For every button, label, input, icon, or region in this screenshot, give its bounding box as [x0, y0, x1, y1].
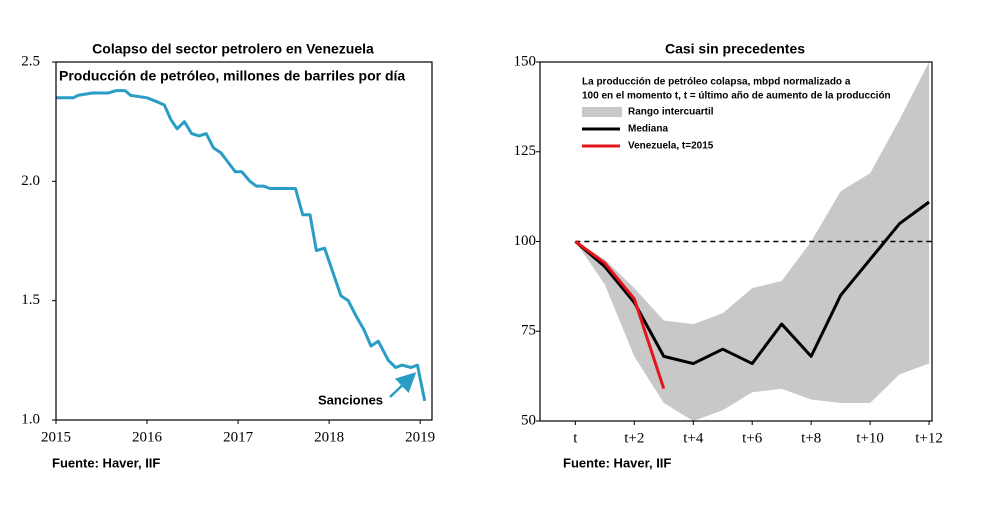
plot-frame — [55, 61, 433, 421]
legend-label: Venezuela, t=2015 — [628, 141, 714, 152]
y-tick-label: 1.0 — [21, 411, 40, 427]
band — [575, 62, 930, 421]
x-tick-label: t+12 — [915, 430, 943, 446]
legend-label: Mediana — [628, 124, 668, 135]
x-tick-label: t+10 — [856, 430, 884, 446]
line — [574, 240, 666, 390]
annotation: Sanciones — [318, 392, 383, 407]
y-tick-label: 125 — [514, 143, 537, 159]
x-tick-label: 2017 — [223, 429, 254, 445]
line — [56, 89, 427, 402]
y-tick-label: 150 — [514, 53, 537, 69]
x-tick-label: t+6 — [742, 430, 763, 446]
y-tick-label: 75 — [521, 323, 536, 339]
legend-label: Rango intercuartil — [628, 107, 714, 118]
subtitle: Producción de petróleo, millones de barr… — [59, 68, 405, 84]
y-tick-label: 50 — [521, 412, 536, 428]
x-tick-label: 2018 — [314, 429, 344, 445]
y-tick-label: 100 — [514, 233, 537, 249]
x-tick-label: t+8 — [801, 430, 821, 446]
legend-swatch — [582, 107, 622, 117]
y-tick-label: 2.5 — [21, 53, 40, 69]
chart-title: Colapso del sector petrolero en Venezuel… — [92, 41, 374, 57]
source: Fuente: Haver, IIF — [563, 455, 671, 470]
x-tick-label: 2015 — [41, 429, 71, 445]
x-tick-label: t — [573, 430, 578, 446]
x-tick-label: t+4 — [683, 430, 704, 446]
source: Fuente: Haver, IIF — [52, 455, 160, 470]
subtitle: La producción de petróleo colapsa, mbpd … — [582, 77, 851, 88]
y-tick-label: 1.5 — [21, 292, 40, 308]
x-tick-label: 2019 — [405, 429, 435, 445]
plot-frame — [539, 61, 933, 422]
subtitle: 100 en el momento t, t = último año de a… — [582, 91, 891, 102]
x-tick-label: 2016 — [132, 429, 163, 445]
chart-title: Casi sin precedentes — [665, 41, 805, 57]
annotation-arrow — [389, 372, 417, 398]
x-tick-label: t+2 — [624, 430, 644, 446]
y-tick-label: 2.0 — [21, 173, 40, 189]
